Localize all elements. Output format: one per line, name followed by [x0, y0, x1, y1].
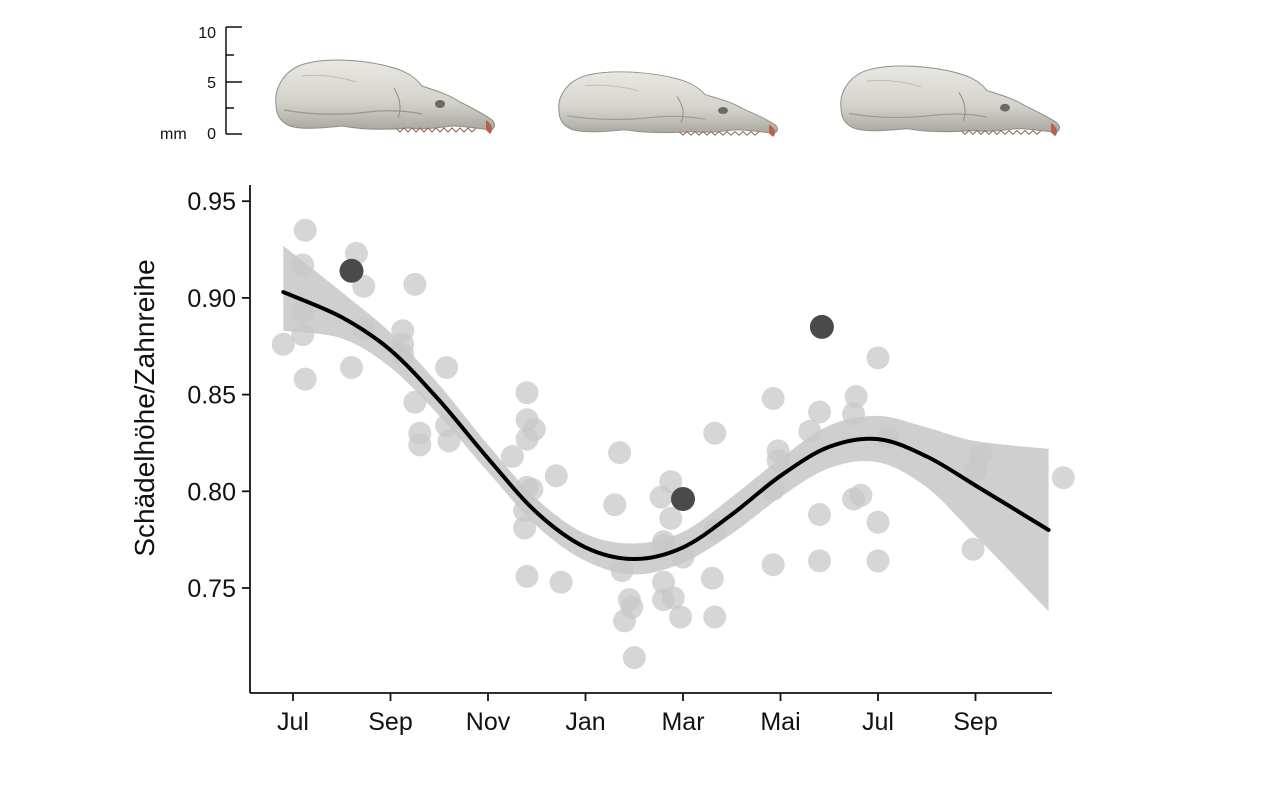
data-point	[271, 332, 295, 356]
data-point	[608, 441, 632, 465]
data-point	[291, 253, 315, 277]
data-point	[603, 493, 627, 517]
x-tick-label: Jul	[862, 708, 894, 736]
data-point	[866, 510, 890, 534]
data-point	[669, 605, 693, 629]
data-point	[761, 387, 785, 410]
data-point	[766, 448, 790, 472]
scale-tick-label: 10	[198, 25, 216, 42]
smoothed-trend-line	[281, 290, 1051, 562]
data-point	[622, 646, 646, 670]
data-point	[961, 537, 985, 561]
data-point	[403, 390, 427, 414]
data-point	[293, 218, 317, 242]
data-point-highlighted	[809, 314, 834, 339]
data-point	[500, 445, 524, 468]
data-point	[866, 346, 890, 370]
confidence-band	[283, 245, 1049, 612]
data-point	[435, 356, 459, 379]
data-point	[964, 458, 987, 482]
data-point	[610, 559, 634, 583]
data-point	[842, 402, 866, 426]
x-tick-label: Jan	[565, 708, 605, 736]
data-point	[291, 299, 315, 323]
y-axis-ticks: 0.95 0.90 0.85 0.80 0.75	[187, 188, 250, 603]
data-point	[403, 272, 427, 296]
data-point-highlighted	[671, 487, 695, 511]
data-point	[659, 470, 683, 494]
skull-illustration	[840, 65, 1061, 137]
data-point	[866, 549, 890, 573]
data-point	[291, 323, 315, 347]
scale-unit-label: mm	[160, 126, 187, 143]
data-point	[1051, 466, 1075, 490]
data-point	[293, 367, 317, 391]
x-tick-label: Mai	[760, 708, 800, 736]
data-point-highlighted	[339, 258, 364, 283]
x-tick-label: Nov	[466, 708, 511, 736]
y-tick-label: 0.95	[187, 188, 236, 216]
scale-tick-label: 5	[207, 75, 216, 92]
scale-tick-label: 0	[207, 126, 216, 143]
scale-bar: 10 5 0 mm	[160, 25, 242, 143]
data-point	[544, 464, 568, 488]
data-point	[515, 564, 539, 588]
data-point	[808, 503, 831, 526]
data-point	[659, 506, 683, 530]
x-tick-label: Mar	[661, 708, 704, 736]
skull-illustration	[558, 71, 779, 138]
data-point	[703, 605, 727, 629]
data-point	[340, 356, 363, 379]
x-axis-ticks: Jul Sep Nov Jan Mar Mai Jul Sep	[277, 693, 998, 736]
x-tick-label: Jul	[277, 708, 309, 736]
data-point	[761, 553, 785, 577]
data-point	[549, 570, 573, 594]
skull-illustration	[275, 59, 496, 135]
x-tick-label: Sep	[368, 708, 412, 736]
data-point	[808, 400, 831, 424]
data-point	[522, 417, 546, 441]
data-point	[700, 566, 724, 590]
data-point	[808, 549, 831, 573]
data-point	[703, 421, 727, 445]
data-point	[661, 586, 685, 610]
data-point	[520, 477, 544, 501]
data-point	[513, 516, 537, 540]
data-point	[842, 487, 866, 511]
y-tick-label: 0.75	[187, 575, 236, 603]
y-tick-label: 0.80	[187, 478, 236, 506]
data-point	[391, 342, 415, 366]
y-axis-label: Schädelhöhe/Zahnreihe	[129, 259, 160, 556]
data-point	[437, 429, 461, 453]
y-tick-label: 0.85	[187, 382, 236, 410]
data-point	[515, 381, 539, 405]
data-point	[844, 385, 868, 408]
data-point	[798, 419, 822, 443]
x-tick-label: Sep	[953, 708, 997, 736]
data-point	[408, 433, 432, 457]
data-points-highlighted	[339, 258, 834, 511]
y-tick-label: 0.90	[187, 285, 236, 313]
plot-area: 0.950.900.850.800.75 Jul Sep Nov Jan Mar Mai J…	[129, 185, 1075, 736]
data-point	[620, 595, 644, 619]
